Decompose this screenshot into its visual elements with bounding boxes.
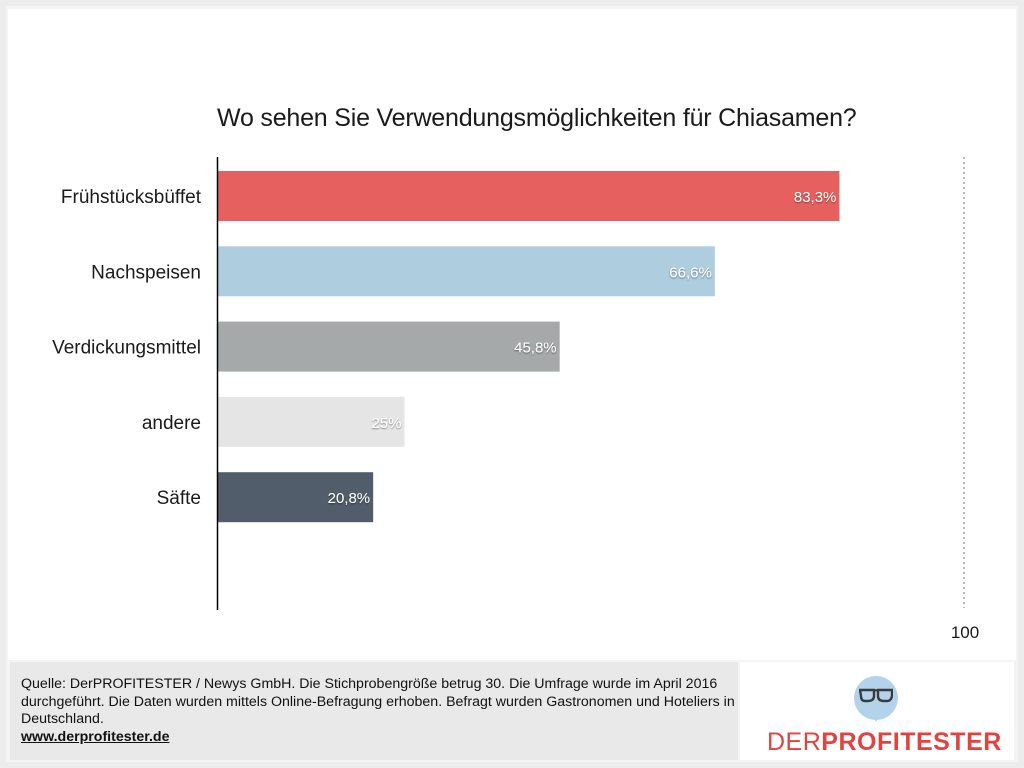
bar-value-label: 66,6% [669, 264, 712, 281]
bar-2 [218, 321, 560, 372]
category-label: Nachspeisen [91, 262, 201, 283]
logo-panel: DERPROFITESTER [740, 662, 1014, 760]
source-text-block: Quelle: DerPROFITESTER / Newys GmbH. Die… [21, 676, 736, 746]
bar-value-label: 83,3% [794, 189, 837, 206]
bar-0 [218, 171, 840, 221]
source-footer: Quelle: DerPROFITESTER / Newys GmbH. Die… [10, 662, 738, 760]
x-tick-label-100: 100 [951, 623, 979, 642]
bar-chart: 83,3% Frühstücksbüffet 66,6% Nachspeisen 45,… [52, 157, 979, 642]
logo-text-thin: DER [767, 728, 822, 756]
bar-value-label: 45,8% [514, 340, 557, 357]
website-link[interactable]: www.derprofitester.de [21, 728, 170, 745]
brand-logo-text: DERPROFITESTER [767, 728, 1002, 757]
bar-4 [218, 472, 374, 523]
category-label: Verdickungsmittel [52, 338, 201, 359]
bar-3 [218, 396, 405, 447]
source-text: Quelle: DerPROFITESTER / Newys GmbH. Die… [21, 676, 735, 727]
category-label: Säfte [157, 488, 201, 509]
logo-text-bold: PROFITESTER [821, 728, 1002, 756]
glasses-icon [859, 688, 893, 703]
chart-title: Wo sehen Sie Verwendungsmöglichkeiten fü… [217, 104, 857, 132]
bar-value-label: 25% [371, 415, 401, 432]
speech-bubble-tail [871, 714, 881, 722]
bar-1 [218, 246, 715, 297]
category-label: andere [142, 413, 201, 434]
bar-value-label: 20,8% [328, 490, 371, 507]
category-label: Frühstücksbüffet [61, 187, 202, 208]
